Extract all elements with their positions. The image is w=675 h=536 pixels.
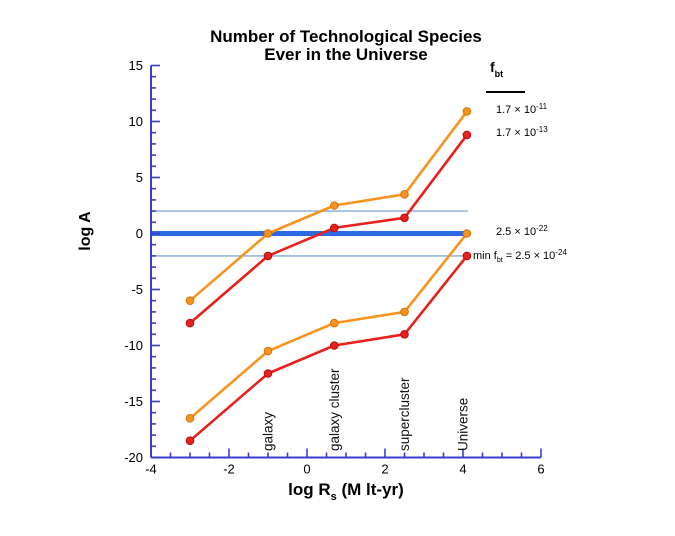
- data-point: [462, 130, 472, 140]
- x-axis-label: log Rs (M lt-yr): [106, 480, 586, 503]
- curve-label-mantissa: 1.7 × 10: [496, 104, 537, 116]
- x-tick-label: 6: [537, 462, 544, 477]
- curve-label-exponent: -22: [536, 224, 548, 233]
- data-point: [330, 341, 339, 350]
- data-point: [330, 318, 339, 328]
- data-point: [330, 223, 339, 233]
- series-line-2: [188, 133, 469, 325]
- y-tick-label: -5: [131, 282, 143, 297]
- legend-header-subscript: bt: [494, 69, 504, 79]
- data-point: [400, 213, 409, 223]
- curve-label-mantissa: 1.7 × 10: [496, 127, 537, 139]
- chart-title-line1: Number of Technological Species: [210, 27, 482, 46]
- x-tick-label: -2: [223, 462, 235, 477]
- data-point: [400, 330, 409, 339]
- scale-label: supercluster: [397, 377, 412, 451]
- data-point: [185, 296, 195, 306]
- curve-label-2.5e-22: 2.5 × 10-22: [496, 224, 548, 238]
- scale-label: Universe: [456, 398, 471, 451]
- curve-label-1.7e-11: 1.7 × 10-11: [496, 102, 548, 116]
- legend-header-symbol: f: [490, 59, 495, 75]
- curve-label-mantissa: = 2.5 × 10: [502, 250, 556, 262]
- x-tick-label: 2: [381, 462, 388, 477]
- x-axis-label-unit: (M lt-yr): [336, 480, 404, 499]
- curve-label-exponent: -24: [555, 248, 567, 257]
- y-tick-label: 5: [136, 170, 143, 185]
- data-point: [263, 229, 273, 238]
- legend-header-rule: [486, 91, 525, 93]
- legend-header: fbt: [490, 59, 503, 79]
- x-tick-label: 4: [459, 462, 466, 477]
- data-point: [462, 229, 472, 238]
- series-line-1: [188, 110, 469, 303]
- data-point: [263, 251, 273, 261]
- data-point: [462, 251, 472, 261]
- y-tick-label: -15: [124, 394, 143, 409]
- data-point: [185, 436, 195, 446]
- chart-title-line2: Ever in the Universe: [264, 45, 428, 64]
- y-tick-label: -20: [124, 450, 143, 465]
- y-tick-label: -10: [124, 338, 143, 353]
- x-tick-label: -4: [145, 462, 157, 477]
- scale-label: galaxy: [261, 412, 276, 451]
- y-tick-label: 10: [129, 114, 143, 129]
- curve-label-1.7e-13: 1.7 × 10-13: [496, 125, 548, 139]
- data-point: [330, 201, 339, 210]
- y-tick-label: 15: [129, 58, 143, 73]
- data-point: [185, 318, 195, 328]
- data-point: [400, 190, 409, 199]
- data-point: [400, 307, 409, 317]
- data-point: [185, 414, 195, 423]
- curve-label-prefix: min f: [473, 250, 497, 262]
- scale-label: galaxy cluster: [327, 368, 342, 451]
- curve-label-exponent: -13: [536, 125, 548, 134]
- x-axis-label-main: log R: [288, 480, 331, 499]
- chart-title: Number of Technological Species Ever in …: [106, 28, 586, 64]
- data-point: [462, 107, 472, 116]
- data-point: [263, 346, 273, 356]
- curve-label-exponent: -11: [536, 102, 548, 111]
- data-point: [263, 369, 273, 378]
- y-axis-label: log A: [77, 211, 94, 251]
- curve-label-min-fbt: min fbt = 2.5 × 10-24: [473, 248, 567, 264]
- curve-label-sub: bt: [496, 257, 503, 264]
- x-tick-label: 0: [303, 462, 310, 477]
- y-tick-label: 0: [136, 226, 143, 241]
- x-axis-label-subscript: s: [330, 491, 337, 503]
- curve-label-mantissa: 2.5 × 10: [496, 226, 537, 238]
